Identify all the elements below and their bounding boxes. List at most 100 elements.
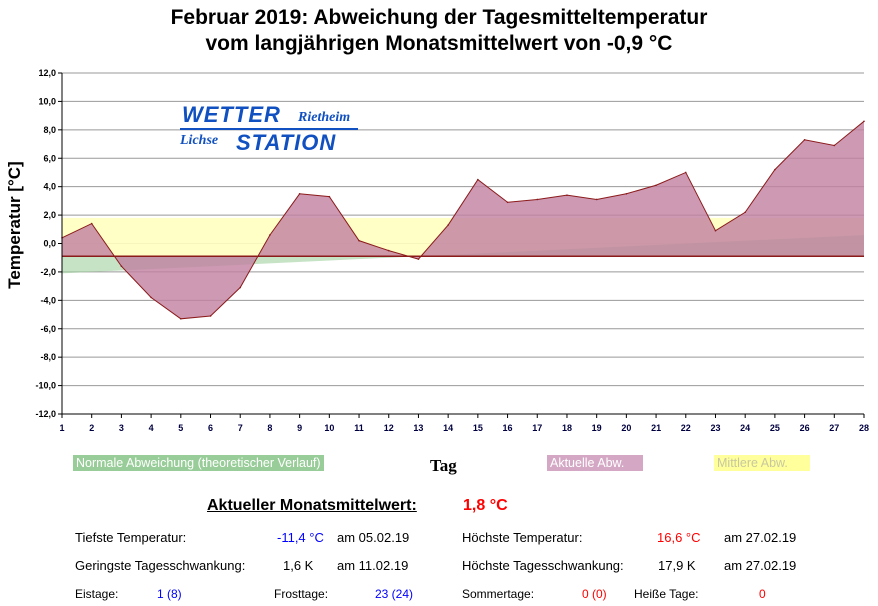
data-point [744,211,746,214]
data-point [595,198,598,201]
max-range-label: Höchste Tagesschwankung: [462,558,624,573]
data-point [803,138,806,141]
data-point [90,222,93,225]
actual-deviation-area [62,121,864,319]
data-point [625,192,628,195]
data-point [180,318,182,320]
station-logo: WETTER Rietheim Lichse STATION [180,102,360,158]
y-tick-label: -10,0 [35,381,56,391]
legend-mean: Mittlere Abw. [714,455,810,471]
x-tick-label: 6 [208,423,213,433]
data-point [239,286,242,289]
y-tick-label: 8,0 [43,125,56,135]
y-tick-label: -4,0 [40,295,56,305]
max-range-value: 17,9 K [658,558,696,573]
data-point [714,229,717,232]
x-tick-label: 3 [119,423,124,433]
x-tick-label: 12 [384,423,394,433]
x-tick-label: 10 [324,423,334,433]
data-point [387,249,390,252]
summer-days-value: 0 (0) [582,587,607,601]
data-point [417,258,420,260]
y-tick-label: 6,0 [43,153,56,163]
min-range-date: am 11.02.19 [337,558,409,573]
frost-days-value: 23 (24) [375,587,414,601]
x-tick-label: 27 [829,423,839,433]
x-tick-label: 14 [443,423,453,433]
actual-deviation-line [61,120,865,320]
y-tick-label: 12,0 [38,68,56,78]
legend-normal: Normale Abweichung (theoretischer Verlau… [73,455,324,471]
y-tick-label: -8,0 [40,352,56,362]
x-tick-label: 8 [267,423,272,433]
y-tick-label: -2,0 [40,267,56,277]
y-tick-label: -12,0 [35,409,56,419]
x-tick-label: 16 [503,423,513,433]
y-tick-label: 0,0 [43,239,56,249]
data-point [536,198,539,201]
data-point [150,296,152,299]
x-tick-label: 13 [413,423,423,433]
min-temp-value: -11,4 °C [277,530,324,545]
logo-rietheim: Rietheim [298,110,351,125]
x-tick-label: 25 [770,423,780,433]
min-temp-date: am 05.02.19 [337,530,410,545]
min-range-value: 1,6 K [283,558,314,573]
max-temp-label: Höchste Temperatur: [462,530,583,545]
x-tick-label: 28 [859,423,869,433]
x-axis-label: Tag [430,456,457,475]
ice-days-label: Eistage: [75,587,119,601]
logo-lichse: Lichse [180,133,219,148]
x-tick-label: 15 [473,423,483,433]
y-tick-label: 2,0 [43,210,56,220]
x-tick-label: 7 [238,423,243,433]
x-tick-label: 23 [710,423,720,433]
x-tick-label: 5 [178,423,183,433]
x-tick-label: 26 [800,423,810,433]
data-point [774,168,776,171]
x-tick-label: 19 [592,423,602,433]
logo-divider [180,128,358,130]
data-point [684,171,687,174]
max-temp-date: am 27.02.19 [724,530,797,545]
y-tick-label: 10,0 [38,96,56,106]
hot-days-label: Heiße Tage: [634,587,699,601]
x-tick-label: 21 [651,423,661,433]
min-range-label: Geringste Tagesschwankung: [75,558,246,573]
data-point [566,194,568,196]
chart-title-line1: Februar 2019: Abweichung der Tagesmittel… [170,6,708,29]
data-point [655,184,657,187]
x-tick-label: 18 [562,423,572,433]
monthly-mean-label: Aktueller Monatsmittelwert: [207,497,417,514]
logo-station: STATION [236,130,337,155]
data-point [833,144,836,147]
data-point [328,195,331,198]
min-temp-label: Tiefste Temperatur: [75,530,187,545]
summer-days-label: Sommertage: [462,587,535,601]
data-point [298,192,301,195]
x-tick-label: 11 [354,423,364,433]
x-tick-label: 4 [149,423,154,433]
x-tick-label: 22 [681,423,691,433]
y-tick-label: -6,0 [40,324,56,334]
data-point [506,201,509,204]
y-axis-label: Temperatur [°C] [5,161,24,288]
data-point [447,224,449,226]
data-point [863,120,865,123]
max-range-date: am 27.02.19 [724,558,797,573]
data-point [358,239,360,242]
chart-area: 12,0 10,0 8,0 6,0 4,0 2,0 0,0 -2,0 -4,0 -6,0 -8,0 -… [5,68,869,433]
x-tick-label: 2 [89,423,94,433]
monthly-mean-value: 1,8 °C [463,497,508,514]
data-point [209,315,212,317]
ice-days-value: 1 (8) [157,587,182,601]
x-tick-label: 17 [532,423,542,433]
data-point [269,234,271,236]
data-point [477,178,479,181]
x-tick-label: 9 [297,423,302,433]
y-tick-label: 4,0 [43,182,56,192]
x-tick-label: 20 [621,423,631,433]
chart-title-line2: vom langjährigen Monatsmittelwert von -0… [205,32,673,55]
data-point [120,265,123,268]
